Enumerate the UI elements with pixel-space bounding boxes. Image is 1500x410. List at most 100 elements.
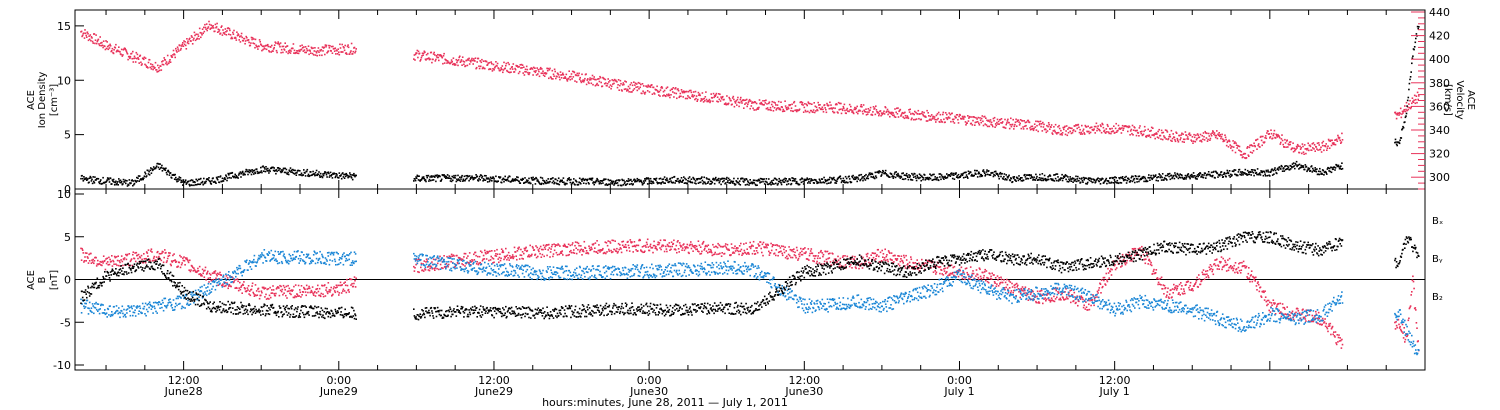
bz-point xyxy=(334,291,337,294)
velocity-point xyxy=(850,109,853,111)
density-point xyxy=(1199,172,1202,175)
velocity-point xyxy=(996,118,999,121)
density-point xyxy=(621,178,623,181)
velocity-point xyxy=(139,54,142,57)
velocity-point xyxy=(1264,135,1267,137)
density-point xyxy=(656,181,658,183)
velocity-point xyxy=(1102,123,1104,126)
velocity-point xyxy=(641,83,644,85)
velocity-point xyxy=(1167,138,1170,140)
velocity-point xyxy=(1007,118,1009,121)
velocity-point xyxy=(1170,139,1172,142)
bz-point xyxy=(312,292,314,295)
velocity-point xyxy=(85,34,87,37)
velocity-point xyxy=(172,49,175,52)
density-point xyxy=(940,178,942,181)
bz-point xyxy=(111,255,113,257)
density-point xyxy=(1214,177,1216,179)
density-point xyxy=(822,181,825,183)
bz-point xyxy=(285,294,287,297)
density-point xyxy=(780,183,783,186)
velocity-point xyxy=(676,97,678,100)
velocity-point xyxy=(1415,98,1417,101)
velocity-point xyxy=(151,65,153,68)
velocity-point xyxy=(1208,135,1211,137)
density-point xyxy=(623,182,626,185)
density-point xyxy=(147,173,150,175)
density-point xyxy=(446,174,449,176)
density-point xyxy=(979,175,981,178)
velocity-point xyxy=(1040,125,1042,128)
density-point xyxy=(158,163,160,165)
density-point xyxy=(1237,171,1240,173)
density-point xyxy=(1029,174,1031,177)
velocity-point xyxy=(981,115,984,117)
velocity-point xyxy=(669,96,671,99)
density-point xyxy=(652,180,654,183)
velocity-point xyxy=(956,114,959,116)
velocity-point xyxy=(236,31,238,33)
bz-point xyxy=(515,255,517,257)
velocity-point xyxy=(417,50,420,53)
density-point xyxy=(1340,168,1343,170)
bz-point xyxy=(315,292,318,294)
velocity-point xyxy=(1313,144,1316,146)
bz-point xyxy=(152,257,155,259)
velocity-point xyxy=(915,111,917,114)
velocity-point xyxy=(1012,118,1014,121)
density-point xyxy=(154,167,157,170)
density-point xyxy=(494,180,497,182)
density-point xyxy=(748,184,750,186)
velocity-point xyxy=(173,53,176,56)
density-point xyxy=(133,183,135,186)
velocity-point xyxy=(347,44,349,46)
velocity-point xyxy=(120,53,122,56)
density-point xyxy=(158,168,161,170)
bz-point xyxy=(255,290,258,292)
density-point xyxy=(723,177,726,180)
velocity-point xyxy=(446,62,448,64)
density-point xyxy=(1007,175,1010,178)
velocity-point xyxy=(1394,111,1397,114)
density-point xyxy=(544,181,547,184)
density-point xyxy=(449,180,452,182)
bz-point xyxy=(556,244,558,247)
density-point xyxy=(1187,173,1190,175)
velocity-point xyxy=(571,70,574,73)
density-point xyxy=(201,181,203,184)
density-point xyxy=(1229,176,1231,178)
density-point xyxy=(1313,169,1315,171)
velocity-point xyxy=(1050,126,1052,128)
velocity-point xyxy=(1200,139,1202,142)
velocity-point xyxy=(749,107,751,110)
density-point xyxy=(1018,175,1020,177)
density-point xyxy=(431,179,434,181)
density-point xyxy=(652,182,655,184)
density-point xyxy=(1027,177,1030,180)
bz-point xyxy=(256,294,259,296)
velocity-point xyxy=(1213,133,1215,136)
density-point xyxy=(451,175,453,178)
velocity-point xyxy=(1189,134,1192,136)
density-point xyxy=(239,172,241,175)
velocity-point xyxy=(848,110,850,113)
density-point xyxy=(1132,175,1134,178)
density-point xyxy=(1341,162,1343,164)
velocity-point xyxy=(1200,140,1203,143)
velocity-point xyxy=(186,38,188,40)
velocity-point xyxy=(709,100,712,102)
velocity-point xyxy=(1059,133,1062,136)
velocity-point xyxy=(1209,139,1211,141)
velocity-point xyxy=(1093,125,1096,128)
density-point xyxy=(150,167,152,169)
density-point xyxy=(288,169,291,171)
density-point xyxy=(1409,78,1411,81)
velocity-point xyxy=(235,37,237,39)
velocity-point xyxy=(652,86,655,89)
bz-point xyxy=(240,284,243,287)
velocity-point xyxy=(329,45,331,47)
density-point xyxy=(595,180,597,183)
velocity-point xyxy=(340,51,343,53)
bz-point xyxy=(468,252,471,254)
density-point xyxy=(489,176,492,179)
